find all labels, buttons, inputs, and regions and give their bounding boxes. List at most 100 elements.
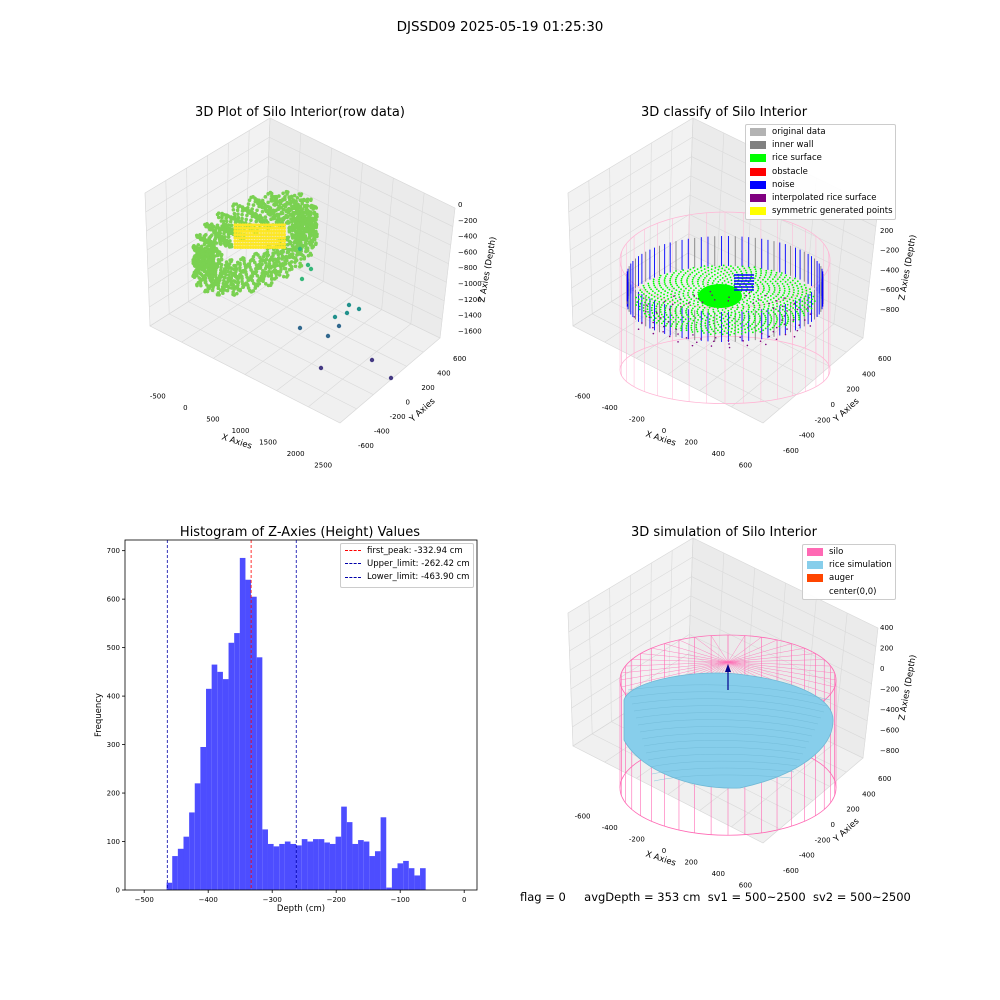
data-point [264, 242, 268, 246]
interpolated-point [765, 343, 767, 346]
data-point [253, 286, 258, 290]
rice-surface-point [682, 300, 685, 303]
data-point [275, 233, 279, 237]
data-point [226, 223, 231, 227]
rice-surface-point [674, 297, 677, 300]
rice-surface-point [699, 274, 702, 277]
data-point [263, 203, 268, 208]
rice-surface-point [779, 280, 782, 283]
data-point [243, 223, 247, 227]
histogram-bar [166, 882, 173, 890]
z-axis-tick-label: 200 [880, 227, 893, 235]
rice-surface-point [659, 295, 662, 298]
rice-surface-point [695, 287, 697, 289]
rice-surface-point [654, 286, 657, 289]
data-point [262, 236, 266, 240]
data-point [277, 236, 281, 240]
sv1-text: sv1 = 500~2500 [707, 890, 806, 904]
rice-surface-point [687, 320, 690, 323]
data-point [223, 235, 227, 239]
data-point [292, 256, 297, 260]
noise-point [750, 289, 752, 291]
data-point [259, 229, 263, 233]
y-tick-label: 600 [107, 596, 120, 604]
data-point [290, 248, 295, 253]
interpolated-point [709, 290, 712, 293]
rice-surface-point [769, 328, 772, 331]
data-point [203, 276, 208, 281]
data-point [287, 267, 292, 272]
rice-surface-point [765, 310, 768, 313]
rice-surface-point [722, 324, 725, 327]
x-axis-tick-label: 400 [712, 450, 725, 458]
rice-surface-point [662, 301, 665, 304]
rice-surface-point [753, 326, 756, 329]
x-axis-tick-label: 1500 [259, 438, 277, 446]
y-axis-tick-label: 600 [878, 355, 891, 363]
data-point [256, 242, 260, 246]
data-point [233, 223, 237, 227]
rice-surface-point [673, 287, 675, 290]
rice-surface-point [786, 283, 789, 286]
rice-surface-point [780, 323, 782, 326]
rice-surface-point [664, 311, 667, 314]
data-point [233, 245, 237, 249]
rice-surface-point [675, 282, 678, 285]
left-pane-gridline [609, 167, 612, 302]
data-point [240, 216, 244, 221]
data-point [258, 213, 262, 218]
rice-surface-point [723, 269, 726, 272]
rice-surface-point [658, 276, 661, 279]
interpolated-point [677, 341, 679, 343]
rice-surface-point [769, 321, 772, 324]
rice-surface-point [706, 316, 708, 319]
data-point [228, 239, 232, 243]
silo-roof-line [727, 661, 831, 667]
rice-mesh-line [643, 740, 807, 749]
rice-surface-point [706, 329, 709, 332]
rice-surface-point [666, 302, 669, 305]
data-point [284, 270, 289, 274]
left-pane-gridline [567, 612, 574, 747]
rice-surface-point [797, 292, 799, 295]
rice-mesh-line [653, 774, 792, 782]
rice-surface-point [755, 291, 758, 294]
interpolated-point [713, 299, 716, 301]
left-pane-gridline [186, 167, 189, 302]
histogram-bar [341, 806, 347, 890]
left-pane-gridline [567, 117, 694, 194]
y-axis-label: Y Axies [831, 816, 862, 845]
data-point [275, 242, 279, 246]
rice-surface-point [669, 281, 672, 284]
z-axis-tick-label: −800 [880, 306, 899, 314]
data-point [246, 278, 250, 282]
left-pane-gridline [668, 130, 673, 266]
rice-surface-point [774, 273, 777, 276]
z-axis-label: Z Axies (Depth) [897, 234, 918, 301]
data-point [214, 226, 218, 231]
rice-surface-point [707, 266, 710, 269]
interpolated-point [768, 302, 771, 305]
data-point [283, 195, 287, 199]
rice-surface-point [696, 280, 699, 283]
rice-surface-point [792, 291, 795, 294]
y-axis-label: Y Axies [831, 396, 862, 425]
noise-point [736, 274, 738, 276]
rice-surface-point [743, 267, 746, 270]
data-point [221, 219, 226, 223]
rice-surface-point [730, 331, 733, 333]
rice-surface-point [697, 271, 700, 274]
rice-surface-point [793, 289, 795, 291]
rice-surface-point [674, 301, 676, 304]
data-point [264, 233, 268, 237]
silo-roof-line [619, 661, 729, 681]
rice-surface-point [764, 280, 767, 283]
interpolated-point [668, 308, 671, 311]
data-point [233, 233, 237, 237]
rice-surface-point [691, 278, 694, 281]
data-point [296, 210, 300, 215]
left-pane-gridline [226, 142, 229, 278]
rice-surface-point [736, 304, 739, 307]
rice-surface-point [663, 281, 666, 283]
data-point [309, 218, 314, 223]
